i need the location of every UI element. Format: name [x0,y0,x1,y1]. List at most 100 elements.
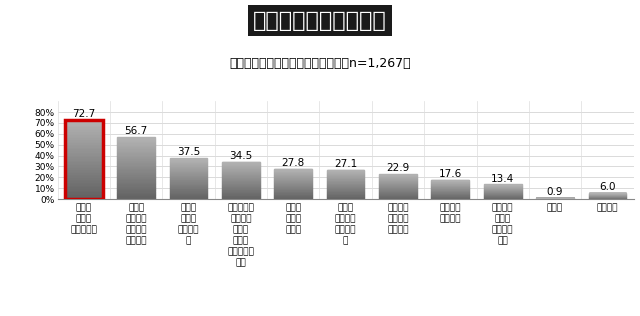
Bar [222,198,260,199]
Bar [327,175,364,176]
Bar [117,180,155,182]
Bar [65,177,102,179]
Bar [327,191,364,192]
Bar [117,191,155,192]
Bar [327,190,364,191]
Bar [117,147,155,149]
Bar [65,158,102,160]
Bar [431,198,469,199]
Bar [170,188,207,189]
Bar [117,158,155,160]
Bar [379,176,417,177]
Bar [431,181,469,182]
Bar [65,175,102,177]
Bar [222,175,260,176]
Bar [65,130,102,131]
Bar [117,145,155,146]
Bar [117,172,155,173]
Text: 17.6: 17.6 [438,169,462,179]
Bar [379,182,417,183]
Bar [275,186,312,187]
Bar [170,171,207,172]
Bar [379,186,417,187]
Bar [222,180,260,181]
Bar [222,168,260,169]
Bar [275,182,312,183]
Bar [275,184,312,185]
Bar [327,172,364,173]
Bar [117,169,155,171]
Bar [117,185,155,187]
Bar [379,188,417,189]
Bar [327,192,364,193]
Bar [275,179,312,180]
Bar [65,134,102,136]
Bar [170,194,207,195]
Bar [222,196,260,197]
Bar [431,180,469,181]
Bar [431,189,469,190]
Bar [327,176,364,177]
Bar [431,197,469,198]
Bar [327,189,364,190]
Bar [379,193,417,194]
Bar [170,193,207,194]
Bar [65,120,102,122]
Bar [65,183,102,185]
Bar [327,170,364,171]
Bar [65,149,102,150]
Bar [222,195,260,196]
Bar [170,172,207,173]
Bar [117,139,155,140]
Bar [379,181,417,182]
Bar [65,156,102,158]
Bar [275,170,312,171]
Bar [65,182,102,183]
Bar [275,196,312,197]
Bar [327,195,364,196]
Bar [275,188,312,189]
Bar [327,196,364,197]
Bar [117,193,155,194]
Bar [65,167,102,169]
Bar [170,198,207,199]
Bar [65,171,102,172]
Bar [222,172,260,173]
Bar [379,183,417,184]
Bar [431,186,469,187]
Bar [65,160,102,161]
Bar [65,144,102,145]
Bar [65,179,102,180]
Bar [65,131,102,133]
Bar [65,180,102,182]
Bar [65,150,102,152]
Bar [65,191,102,193]
Bar [65,152,102,153]
Bar [117,174,155,176]
Bar [65,190,102,191]
Bar [117,146,155,147]
Bar [117,176,155,177]
Bar [65,137,102,139]
Bar [431,195,469,196]
Bar [379,191,417,192]
Bar [170,195,207,196]
Bar [275,197,312,198]
Bar [379,190,417,191]
Bar [117,150,155,151]
Bar [222,161,260,162]
Bar [327,178,364,179]
Bar [275,176,312,177]
Bar [65,123,102,125]
Bar [65,188,102,190]
Bar [117,182,155,183]
Bar [327,180,364,181]
Bar [170,161,207,162]
Bar [117,156,155,157]
Bar [65,164,102,166]
Bar [117,166,155,167]
Bar [65,142,102,144]
Bar [327,177,364,178]
Bar [275,175,312,176]
Bar [117,143,155,145]
